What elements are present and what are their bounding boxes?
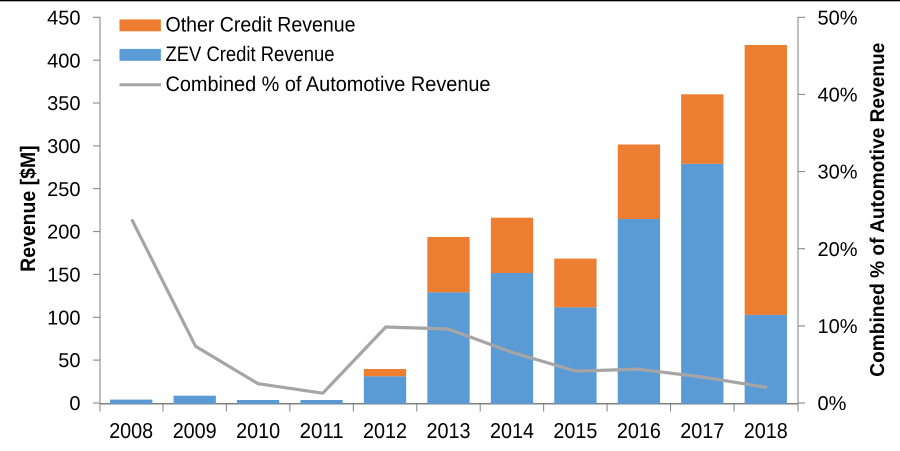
- svg-text:150: 150: [47, 265, 80, 287]
- svg-text:40%: 40%: [818, 85, 858, 107]
- svg-text:300: 300: [47, 136, 80, 158]
- svg-text:10%: 10%: [818, 316, 858, 338]
- svg-text:Combined % of Automotive Reven: Combined % of Automotive Revenue: [867, 43, 889, 377]
- svg-text:2016: 2016: [617, 419, 661, 443]
- svg-text:50%: 50%: [818, 7, 858, 29]
- svg-text:2010: 2010: [236, 419, 280, 443]
- svg-text:200: 200: [47, 222, 80, 244]
- svg-text:2009: 2009: [173, 419, 217, 443]
- svg-text:50: 50: [58, 350, 80, 372]
- svg-text:350: 350: [47, 93, 80, 115]
- svg-text:30%: 30%: [818, 162, 858, 184]
- svg-text:2012: 2012: [363, 419, 407, 443]
- svg-text:Combined % of Automotive Reven: Combined % of Automotive Revenue: [166, 73, 491, 96]
- svg-text:400: 400: [47, 50, 80, 72]
- svg-text:ZEV Credit Revenue: ZEV Credit Revenue: [166, 43, 335, 66]
- svg-text:2011: 2011: [300, 419, 344, 443]
- svg-text:100: 100: [47, 307, 80, 329]
- svg-text:2014: 2014: [490, 419, 534, 443]
- svg-text:2008: 2008: [109, 419, 153, 443]
- svg-text:Other Credit Revenue: Other Credit Revenue: [166, 14, 356, 37]
- svg-text:0: 0: [69, 393, 80, 415]
- svg-text:20%: 20%: [818, 239, 858, 261]
- svg-text:2017: 2017: [680, 419, 724, 443]
- svg-text:450: 450: [47, 7, 80, 29]
- svg-text:250: 250: [47, 179, 80, 201]
- svg-text:0%: 0%: [818, 393, 847, 415]
- svg-text:2015: 2015: [553, 419, 597, 443]
- svg-text:Revenue [$M]: Revenue [$M]: [17, 145, 40, 272]
- svg-text:2018: 2018: [744, 419, 788, 443]
- svg-text:2013: 2013: [427, 419, 471, 443]
